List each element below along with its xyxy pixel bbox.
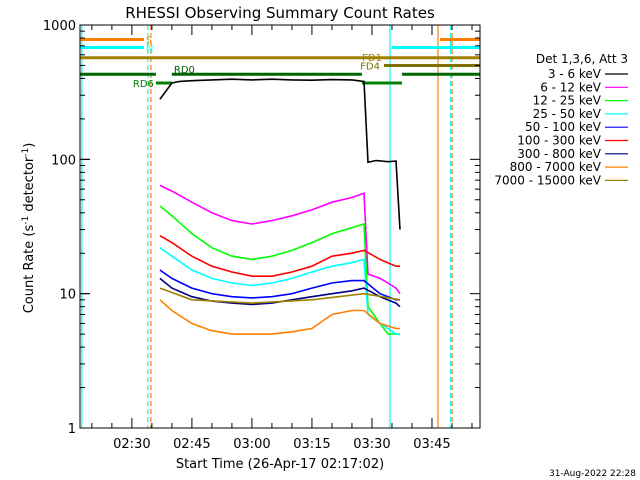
y-tick-label: 100 [51,153,76,168]
chart-title: RHESSI Observing Summary Count Rates [125,4,435,22]
footer-timestamp: 31-Aug-2022 22:28 [549,469,636,479]
legend-label-4: 50 - 100 keV [525,120,602,134]
state-bar-label-n: N [146,43,153,54]
state-bar-label-s: S [146,35,152,46]
x-tick-label: 03:30 [353,437,390,452]
legend-label-7: 800 - 7000 keV [510,160,602,174]
series-line-7 [159,299,400,335]
x-tick-label: 02:45 [173,437,210,452]
legend-label-0: 3 - 6 keV [548,67,602,81]
series-line-8 [159,287,401,304]
y-tick-label: 10 [59,288,76,303]
series-line-5 [159,235,400,278]
axes-layer: 1 10 100 1000 02:30 02:45 03:00 03:15 03:30 03:45 [43,19,481,452]
y-axis-label: Count Rate (s-1 detector-1) [21,143,37,314]
y-tick-label: 1 [68,422,76,437]
state-bar-label-fd4: FD4 [360,61,380,72]
x-tick-label: 03:00 [233,437,270,452]
series-line-2 [159,205,400,335]
x-tick-label: 03:15 [293,437,330,452]
legend-title: Det 1,3,6, Att 3 [536,52,628,66]
state-bar-label-rd6: RD6 [133,79,154,90]
series-line-1 [159,184,401,295]
legend-label-1: 6 - 12 keV [540,80,602,94]
x-axis-label: Start Time (26-Apr-17 02:17:02) [176,457,384,472]
state-bar-label-fd1: FD1 [362,53,382,64]
legend-label-6: 300 - 800 keV [517,147,601,161]
state-bar-label-rd0: RD0 [174,65,195,76]
plot-frame [79,24,481,429]
y-tick-label: 1000 [43,19,76,34]
x-tick-label: 02:30 [113,437,150,452]
legend-label-3: 25 - 50 keV [533,107,602,121]
series-line-4 [159,269,400,301]
legend-label-5: 100 - 300 keV [517,134,601,148]
legend-label-2: 12 - 25 keV [533,94,602,108]
series-line-3 [159,247,400,335]
x-tick-label: 03:45 [413,437,450,452]
legend-label-8: 7000 - 15000 keV [494,173,601,187]
series-line-0 [159,78,401,230]
series-line-6 [159,277,401,308]
series-layer [159,78,401,335]
